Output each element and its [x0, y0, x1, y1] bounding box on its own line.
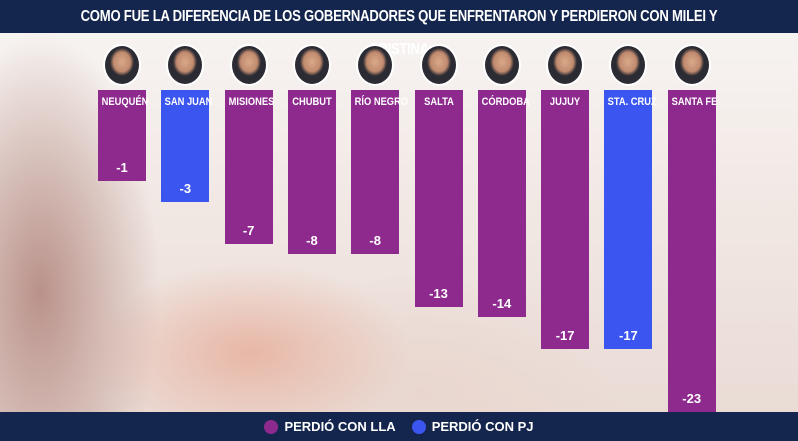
bar: SALTA -13: [414, 90, 463, 307]
bar: RÍO NEGRO -8: [351, 90, 409, 254]
governor-photo: [482, 44, 521, 86]
governor-photo: [419, 44, 458, 86]
bar-value-label: -13: [429, 285, 448, 301]
bar: CHUBUT -8: [287, 90, 336, 254]
bar-category-label: SAN JUAN: [164, 96, 213, 108]
bar-value-label: -3: [179, 180, 192, 196]
bar-category-label: RÍO NEGRO: [354, 96, 409, 108]
bar-value-label: -17: [555, 327, 575, 343]
governor-photo: [103, 44, 141, 86]
governor-photo: [292, 44, 331, 86]
bar-category-label: SANTA FE: [671, 96, 718, 108]
legend-item-lla: PERDIÓ CON LLA: [264, 419, 396, 434]
bar: CÓRDOBA -14: [477, 90, 530, 317]
bar-category-label: STA. CRUZ: [607, 96, 658, 108]
bar-category-label: JUJUY: [550, 96, 581, 108]
legend-label: PERDIÓ CON PJ: [431, 419, 534, 434]
governor-photo: [609, 44, 648, 86]
bar: SAN JUAN -3: [161, 90, 213, 202]
page-title: COMO FUE LA DIFERENCIA DE LOS GOBERNADOR…: [0, 0, 798, 58]
governor-photo: [546, 44, 585, 86]
bar-value-label: -8: [306, 233, 318, 248]
bar-value-label: -17: [618, 327, 638, 343]
bar-value-label: -8: [369, 233, 381, 248]
bar-value-label: -7: [242, 222, 255, 238]
governor-photo: [672, 44, 711, 86]
bar-value-label: -14: [492, 296, 512, 311]
bar: MISIONES -7: [224, 90, 274, 244]
bar-category-label: NEUQUÉN: [101, 96, 149, 108]
bar-category-label: CÓRDOBA: [481, 96, 530, 108]
bar-category-label: CHUBUT: [292, 96, 332, 108]
legend-label: PERDIÓ CON LLA: [284, 419, 396, 434]
governor-photo: [166, 44, 205, 86]
bar-value-label: -1: [116, 159, 128, 175]
bar-category-label: MISIONES: [228, 96, 274, 108]
bar-value-label: -23: [682, 390, 702, 406]
bar: SANTA FE -23: [667, 90, 718, 412]
legend-item-pj: PERDIÓ CON PJ: [411, 419, 534, 434]
legend: PERDIÓ CON LLA PERDIÓ CON PJ: [0, 412, 798, 441]
governor-photo: [356, 44, 395, 86]
legend-dot-pj: [411, 419, 426, 434]
bar: STA. CRUZ -17: [604, 90, 658, 349]
governor-photo: [229, 44, 268, 86]
bar: NEUQUÉN -1: [98, 90, 149, 181]
legend-dot-lla: [264, 419, 279, 434]
bar-category-label: SALTA: [423, 96, 454, 108]
bar: JUJUY -17: [541, 90, 590, 349]
